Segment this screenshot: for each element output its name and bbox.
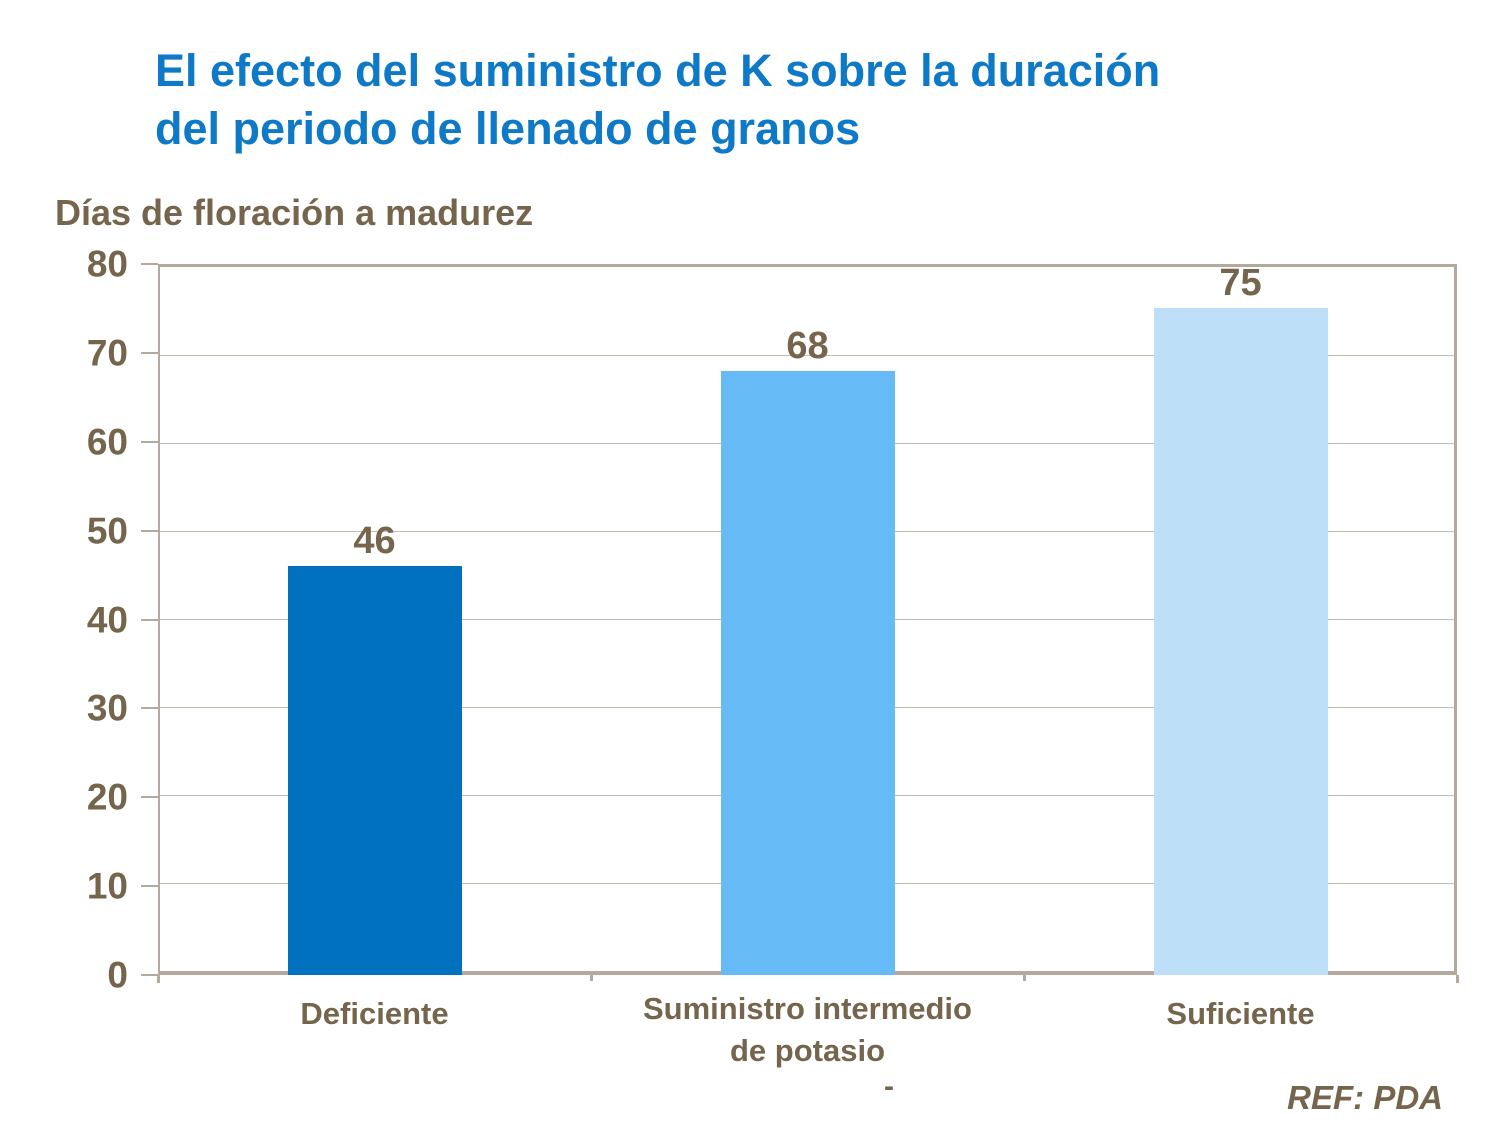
y-tick-0 — [141, 974, 158, 976]
category-label-2: Suficiente — [1011, 993, 1471, 1035]
chart-title: El efecto del suministro de K sobre la d… — [155, 42, 1355, 158]
y-tick-60 — [141, 440, 158, 443]
y-tick-80 — [141, 263, 158, 265]
bar-value-label-1: 68 — [786, 324, 829, 367]
bar-value-label-2: 75 — [1219, 262, 1262, 305]
x-axis-tick-3 — [1456, 975, 1459, 983]
y-tick-label-60: 60 — [86, 421, 128, 463]
category-label-line: Deficiente — [300, 996, 449, 1031]
x-axis-tick-1 — [590, 975, 593, 981]
y-tick-30 — [141, 707, 158, 710]
y-tick-40 — [141, 618, 158, 621]
y-tick-label-30: 30 — [86, 687, 128, 729]
bar-suministro-intermedio-de-potasio — [720, 370, 895, 975]
y-tick-label-10: 10 — [86, 865, 128, 907]
gridline-70 — [160, 355, 1454, 356]
y-tick-50 — [141, 529, 158, 532]
y-tick-label-50: 50 — [86, 510, 128, 552]
y-tick-70 — [141, 351, 158, 354]
y-tick-label-20: 20 — [86, 776, 128, 818]
y-tick-label-40: 40 — [86, 599, 128, 640]
chart-title-line-2: del periodo de llenado de granos — [155, 103, 861, 154]
y-tick-label-70: 70 — [86, 332, 128, 374]
x-axis-tick-0 — [157, 975, 160, 983]
bar-value-label-0: 46 — [353, 520, 396, 563]
y-tick-10 — [141, 885, 158, 888]
category-label-line: Suministro intermedio — [643, 991, 972, 1026]
y-tick-label-80: 80 — [86, 243, 128, 285]
reference-text: REF: PDA — [1287, 1079, 1443, 1116]
stray-dash-text: - — [884, 1070, 894, 1103]
category-label-0: Deficiente — [145, 993, 605, 1035]
y-axis-title: Días de floración a madurez — [55, 192, 534, 233]
category-label-line: Suficiente — [1166, 996, 1315, 1031]
category-label-1: Suministro intermedio de potasio — [578, 988, 1038, 1072]
chart-title-line-1: El efecto del suministro de K sobre la d… — [155, 45, 1161, 96]
category-label-line: de potasio — [729, 1033, 885, 1068]
bar-deficiente — [287, 566, 462, 975]
x-axis-tick-2 — [1023, 975, 1026, 981]
bar-suficiente — [1153, 308, 1328, 975]
y-tick-20 — [141, 796, 158, 799]
y-tick-label-0: 0 — [107, 954, 128, 996]
